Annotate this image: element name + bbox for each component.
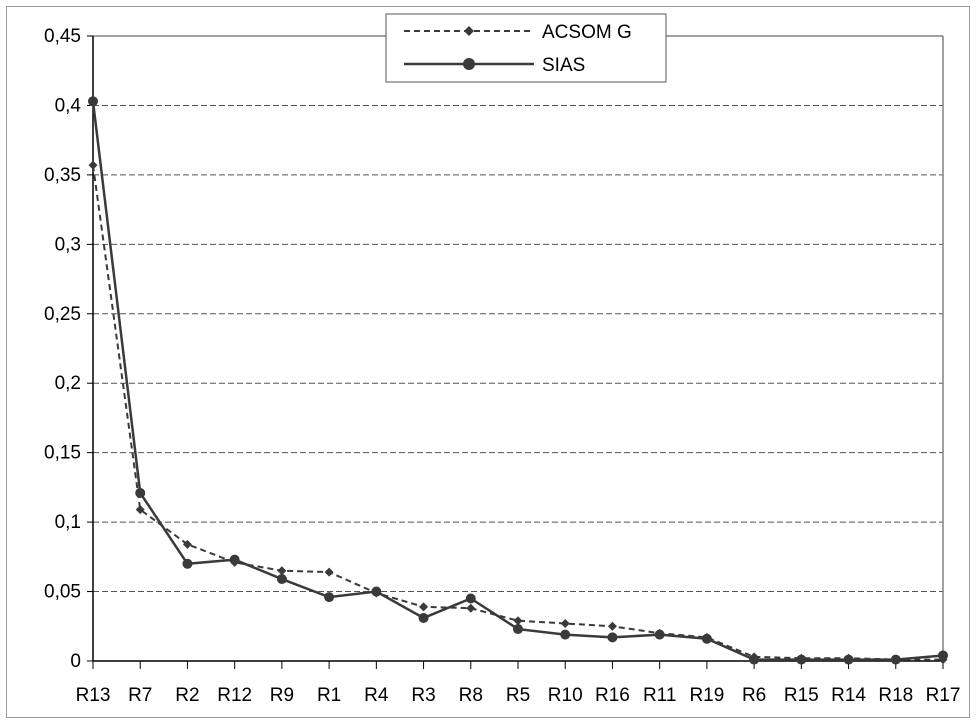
legend-label-sias: SIAS bbox=[542, 55, 585, 76]
data-point-sias bbox=[182, 558, 193, 569]
data-point-sias bbox=[371, 586, 382, 597]
y-tick-label: 0,45 bbox=[44, 26, 81, 47]
x-tick-label: R12 bbox=[217, 685, 252, 706]
x-tick-labels: R13 R7 R2 R12 R9 R1 R4 R3 R8 R5 R10 R16 R11 R19 R6 R15 R… bbox=[76, 685, 961, 706]
x-tick-label: R8 bbox=[459, 685, 483, 706]
data-point-sias bbox=[418, 612, 429, 623]
data-point-sias bbox=[938, 650, 948, 661]
data-point-acsom-g bbox=[560, 619, 570, 628]
x-tick-label: R11 bbox=[643, 685, 676, 706]
x-tick-label: R18 bbox=[878, 685, 913, 706]
data-point-sias bbox=[560, 629, 571, 640]
y-tick-label: 0 bbox=[70, 651, 81, 672]
data-point-acsom-g bbox=[277, 566, 287, 576]
data-point-sias bbox=[701, 633, 712, 644]
x-tick-label: R4 bbox=[364, 685, 389, 706]
y-tick-label: 0,35 bbox=[44, 165, 81, 186]
y-tick-label: 0,05 bbox=[44, 582, 81, 603]
y-tick-label: 0,3 bbox=[55, 234, 81, 255]
x-tick-label: R16 bbox=[595, 685, 630, 706]
chart-frame bbox=[6, 6, 970, 718]
data-point-acsom-g bbox=[513, 616, 523, 626]
data-point-sias bbox=[749, 654, 760, 665]
data-point-sias bbox=[276, 574, 287, 585]
data-point-acsom-g bbox=[324, 567, 334, 577]
data-point-sias bbox=[654, 629, 665, 640]
y-tick-label: 0,15 bbox=[44, 443, 81, 464]
data-point-sias bbox=[88, 96, 98, 107]
data-point-sias bbox=[465, 593, 476, 604]
x-tick-label: R10 bbox=[548, 685, 583, 706]
data-point-acsom-g bbox=[135, 505, 145, 515]
data-point-sias bbox=[890, 654, 901, 665]
series-layer bbox=[88, 96, 948, 665]
y-tick-label: 0,1 bbox=[55, 512, 81, 533]
y-tick-label: 0,4 bbox=[55, 95, 82, 116]
x-tick-label: R15 bbox=[784, 685, 819, 706]
x-tick-label: R13 bbox=[76, 685, 111, 706]
data-point-sias bbox=[607, 632, 618, 643]
data-point-acsom-g bbox=[182, 539, 192, 549]
data-point-acsom-g bbox=[419, 602, 429, 612]
axes bbox=[87, 35, 944, 669]
y-tick-label: 0,25 bbox=[44, 304, 81, 325]
y-tick-labels: 0 0,05 0,1 0,15 0,2 0,25 0,3 0,35 0,4 0,45 bbox=[44, 26, 81, 672]
data-point-acsom-g bbox=[607, 621, 617, 631]
data-point-sias bbox=[135, 487, 146, 498]
data-point-sias bbox=[796, 654, 807, 665]
legend-label-acsom-g: ACSOM G bbox=[542, 22, 632, 43]
x-tick-label: R19 bbox=[689, 685, 724, 706]
legend-marker-acsom-g bbox=[464, 26, 474, 36]
y-tick-label: 0,2 bbox=[55, 373, 81, 394]
data-point-sias bbox=[229, 554, 240, 565]
series-line-sias bbox=[91, 101, 944, 661]
x-tick-label: R5 bbox=[506, 685, 530, 706]
x-tick-label: R6 bbox=[742, 685, 766, 706]
data-point-sias bbox=[843, 654, 854, 665]
data-point-acsom-g bbox=[466, 603, 476, 613]
x-tick-label: R3 bbox=[411, 685, 435, 706]
gridlines bbox=[93, 35, 943, 593]
legend: ACSOM G SIAS bbox=[385, 13, 667, 83]
x-tick-label: R7 bbox=[128, 685, 152, 706]
x-tick-label: R14 bbox=[831, 685, 866, 706]
x-tick-label: R2 bbox=[175, 685, 199, 706]
data-point-sias bbox=[324, 592, 335, 603]
x-tick-label: R9 bbox=[270, 685, 294, 706]
x-tick-label: R1 bbox=[317, 685, 341, 706]
data-point-acsom-g bbox=[88, 160, 98, 170]
data-point-sias bbox=[513, 624, 523, 635]
x-tick-label: R17 bbox=[926, 685, 961, 706]
series-line-acsom-g bbox=[92, 165, 943, 661]
legend-marker-sias bbox=[463, 58, 475, 70]
legend-box bbox=[385, 13, 667, 83]
